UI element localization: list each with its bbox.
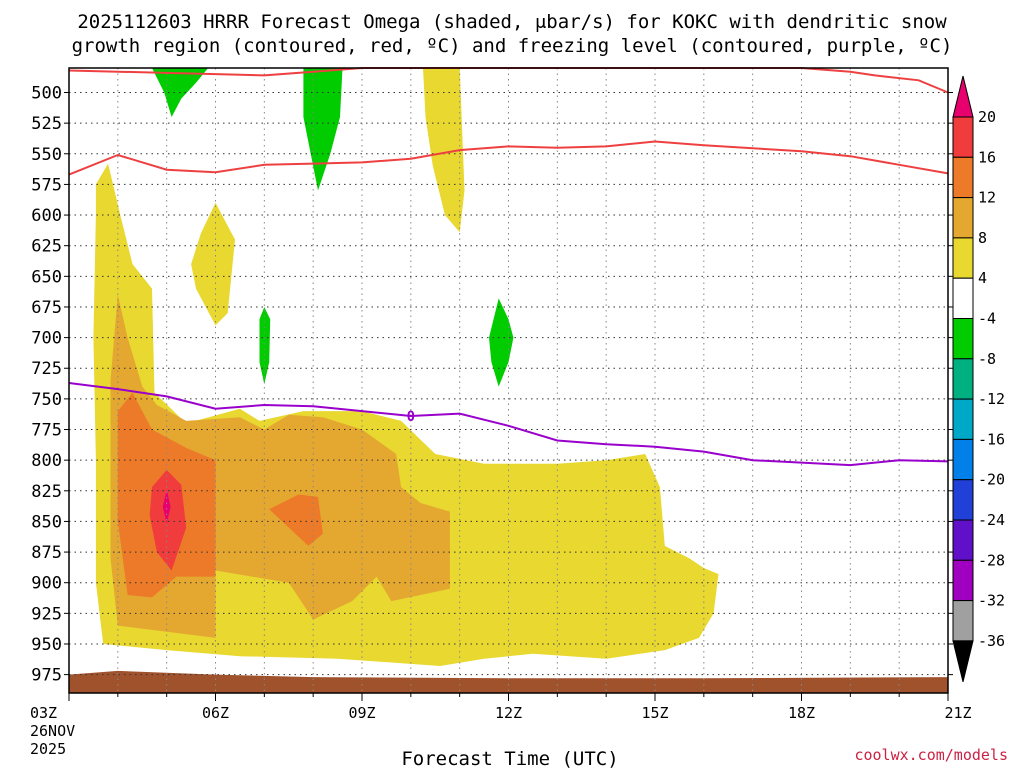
y-tick-label-650: 650 bbox=[31, 267, 62, 287]
colorbar-label-1: 16 bbox=[978, 148, 996, 166]
y-tick-label-925: 925 bbox=[31, 604, 62, 624]
y-tick-label-900: 900 bbox=[31, 574, 62, 594]
x-tick-label-12Z: 12Z bbox=[495, 704, 522, 722]
x-tick-label-18Z: 18Z bbox=[788, 704, 815, 722]
x-tick-label-15Z: 15Z bbox=[641, 704, 668, 722]
colorbar-swatch-4 bbox=[952, 237, 974, 279]
colorbar-swatch-3 bbox=[952, 197, 974, 239]
colorbar-swatch-12 bbox=[952, 559, 974, 602]
chart-title-line1: 2025112603 HRRR Forecast Omega (shaded, … bbox=[77, 11, 947, 33]
y-tick-label-950: 950 bbox=[31, 635, 62, 655]
y-tick-label-875: 875 bbox=[31, 543, 62, 563]
y-tick-label-525: 525 bbox=[31, 114, 62, 134]
colorbar-label-0: 20 bbox=[978, 108, 996, 126]
colorbar-swatch-13 bbox=[952, 600, 974, 642]
y-tick-label-675: 675 bbox=[31, 298, 62, 318]
colorbar: 20 16 12 8 4 -4 -8 -12 -16 -20 -24 -28 -32 -36 bbox=[952, 75, 1005, 683]
colorbar-label-10: -24 bbox=[978, 511, 1005, 529]
colorbar-label-5: -4 bbox=[978, 310, 996, 328]
omega-region-c16-6 bbox=[149, 470, 187, 571]
x-axis-time: 03Z 06Z 09Z 12Z 15Z 18Z 21Z bbox=[30, 693, 972, 722]
colorbar-swatch-7 bbox=[952, 358, 974, 400]
y-tick-label-600: 600 bbox=[31, 206, 62, 226]
y-tick-label-550: 550 bbox=[31, 145, 62, 165]
y-tick-label-700: 700 bbox=[31, 329, 62, 349]
colorbar-swatch-9 bbox=[952, 438, 974, 481]
colorbar-label-13: -36 bbox=[978, 632, 1005, 650]
freezing-level-contour bbox=[68, 382, 949, 467]
ground-terrain bbox=[69, 670, 948, 693]
colorbar-swatch-bottom bbox=[952, 640, 974, 683]
colorbar-swatch-5 bbox=[952, 277, 974, 320]
x-tick-label-09Z: 09Z bbox=[348, 704, 375, 722]
x-tick-label-21Z: 21Z bbox=[944, 704, 971, 722]
y-tick-label-575: 575 bbox=[31, 175, 62, 195]
y-tick-label-975: 975 bbox=[31, 666, 62, 686]
chart-title-line2: growth region (contoured, red, ºC) and f… bbox=[72, 35, 953, 57]
date-label-day: 26NOV bbox=[30, 722, 75, 740]
x-tick-label-03Z: 03Z bbox=[30, 704, 57, 722]
y-tick-label-850: 850 bbox=[31, 512, 62, 532]
omega-region-c12-5 bbox=[269, 494, 323, 546]
credit-label: coolwx.com/models bbox=[854, 746, 1008, 764]
colorbar-label-6: -8 bbox=[978, 350, 996, 368]
colorbar-swatch-2 bbox=[952, 156, 974, 199]
colorbar-label-3: 8 bbox=[978, 229, 987, 247]
omega-region-c4-2 bbox=[423, 68, 465, 233]
y-tick-label-625: 625 bbox=[31, 237, 62, 257]
y-tick-label-725: 725 bbox=[31, 359, 62, 379]
colorbar-label-11: -28 bbox=[978, 551, 1005, 569]
colorbar-swatch-1 bbox=[952, 116, 974, 158]
x-axis-label: Forecast Time (UTC) bbox=[401, 748, 618, 768]
dgz-lower-contour bbox=[68, 140, 949, 176]
omega-region-c20-7 bbox=[162, 489, 171, 524]
y-tick-label-775: 775 bbox=[31, 421, 62, 441]
y-axis-pressure: 500 525 550 575 600 625 650 675 700 725 750 775 800 8… bbox=[31, 84, 953, 686]
colorbar-label-9: -20 bbox=[978, 471, 1005, 489]
colorbar-label-7: -12 bbox=[978, 390, 1005, 408]
y-tick-label-825: 825 bbox=[31, 482, 62, 502]
colorbar-swatch-8 bbox=[952, 398, 974, 440]
omega-region-neg4-10 bbox=[259, 307, 271, 385]
y-tick-label-750: 750 bbox=[31, 390, 62, 410]
colorbar-label-4: 4 bbox=[978, 269, 987, 287]
colorbar-label-12: -32 bbox=[978, 592, 1005, 610]
omega-region-neg4-11 bbox=[489, 298, 514, 387]
colorbar-label-2: 12 bbox=[978, 189, 996, 207]
omega-region-neg4-9 bbox=[303, 68, 343, 191]
colorbar-label-8: -16 bbox=[978, 430, 1005, 448]
colorbar-swatch-10 bbox=[952, 479, 974, 521]
plot-area bbox=[69, 68, 948, 693]
x-tick-label-06Z: 06Z bbox=[202, 704, 229, 722]
omega-region-c4-1 bbox=[191, 202, 235, 326]
freezing-level-label: 0 bbox=[407, 409, 415, 425]
grid-lines bbox=[69, 68, 948, 693]
date-label-year: 2025 bbox=[30, 740, 66, 758]
colorbar-swatch-6 bbox=[952, 318, 974, 360]
y-tick-label-800: 800 bbox=[31, 451, 62, 471]
y-tick-label-500: 500 bbox=[31, 84, 62, 104]
colorbar-swatch-11 bbox=[952, 519, 974, 561]
